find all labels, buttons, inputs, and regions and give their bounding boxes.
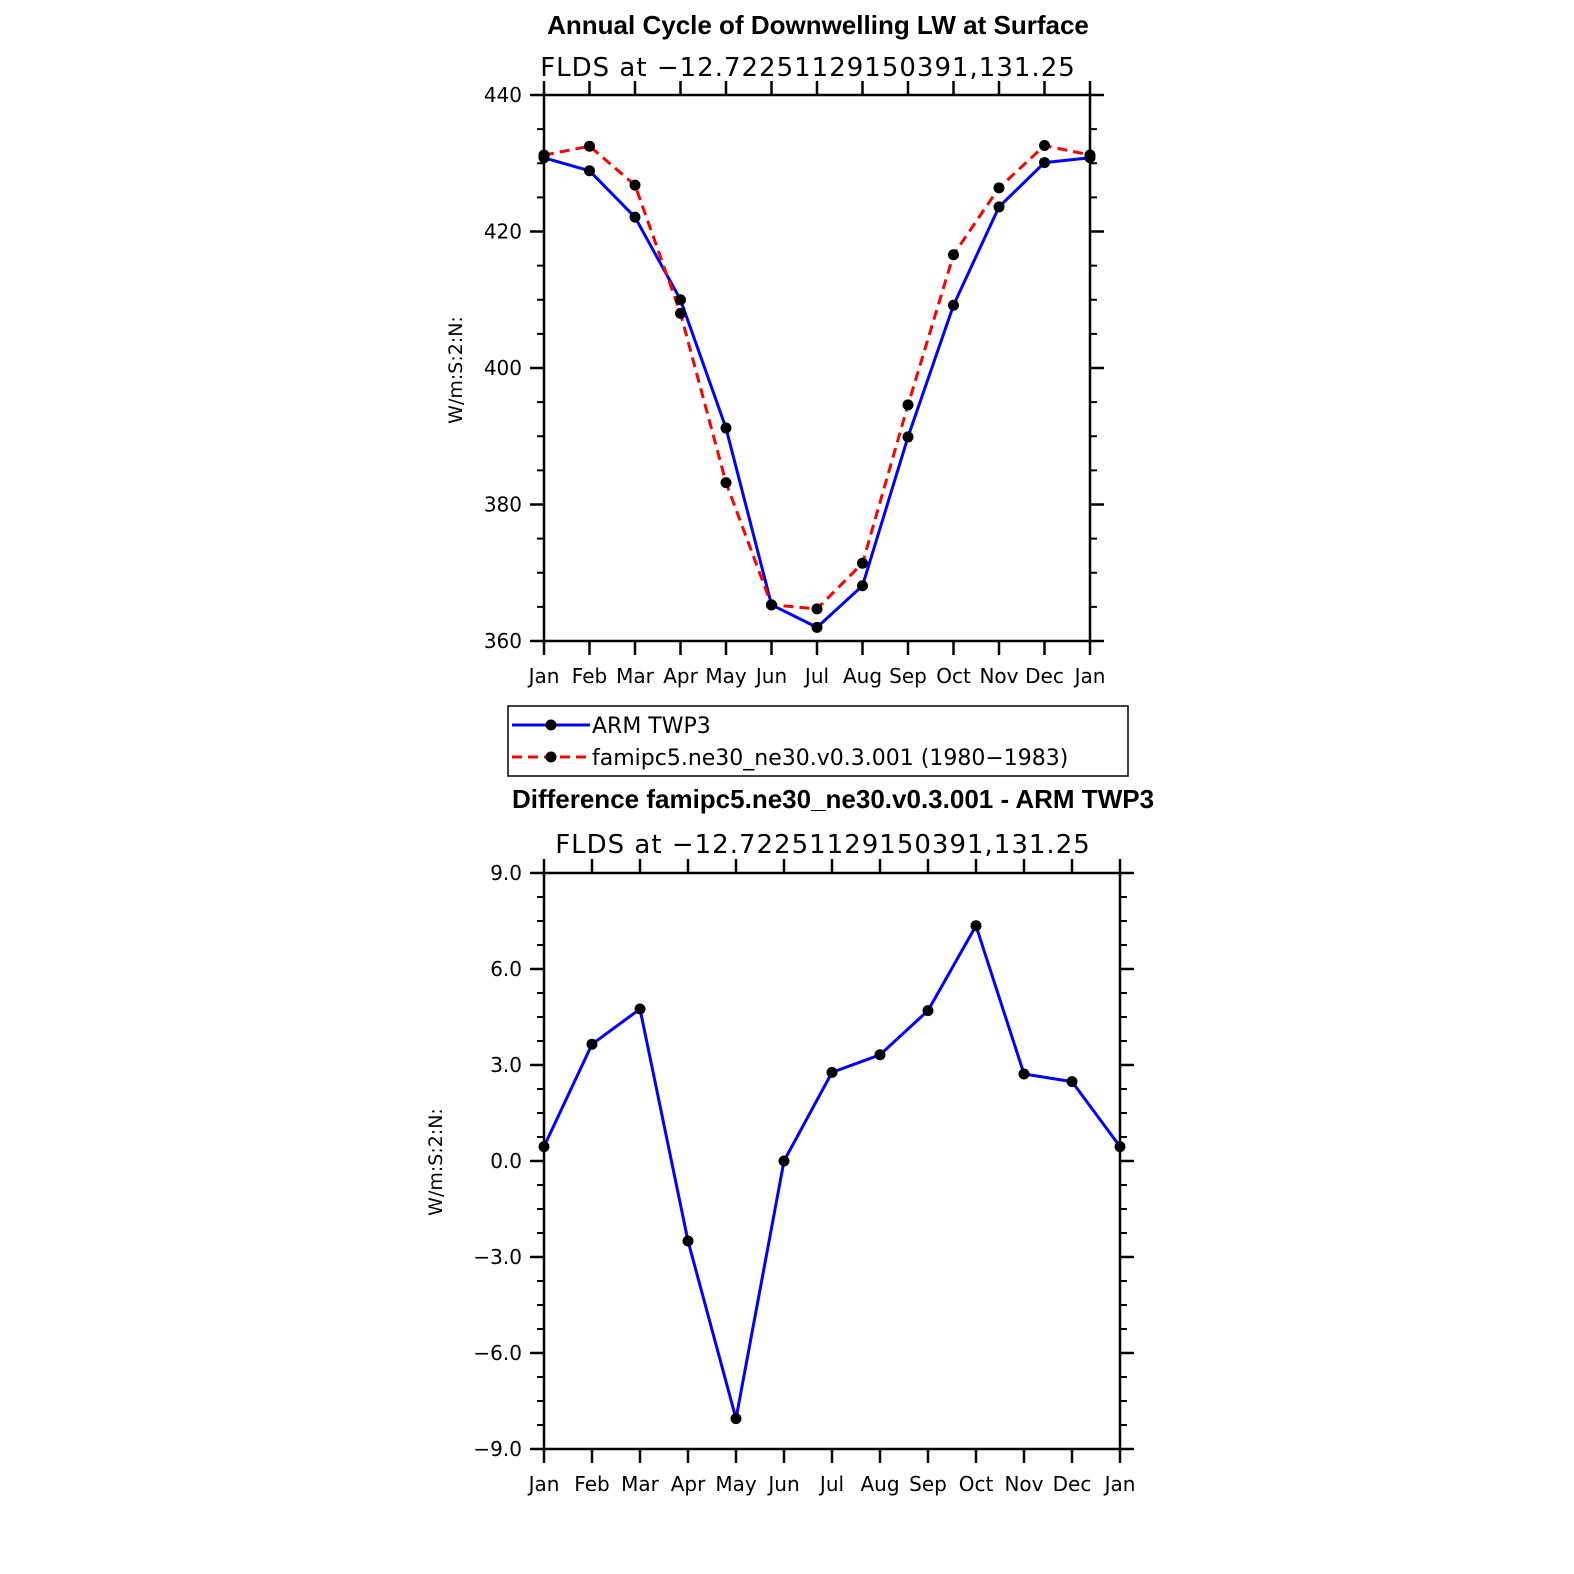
axes: Jan Feb Mar Apr May Jun Jul Aug Sep Oct Nov Dec Jan−… [473,859,1135,1496]
x-tick-label: Apr [663,664,698,688]
x-tick-label: Jan [527,1472,560,1496]
x-tick-label: Mar [616,664,655,688]
data-point [584,140,595,152]
data-point [538,1141,550,1153]
x-tick-label: Jan [1103,1472,1136,1496]
data-point [826,1066,838,1078]
data-point [1084,149,1096,161]
series-line-0 [542,924,1122,1421]
x-tick-label: Aug [860,1472,899,1496]
series-line-0 [543,156,1091,629]
y-tick-label: 360 [484,629,522,653]
data-point [675,307,686,319]
x-tick-label: Nov [979,664,1018,688]
x-tick-label: May [715,1472,757,1496]
y-tick-label: 3.0 [490,1053,522,1077]
y-tick-label: −6.0 [473,1341,522,1365]
x-tick-label: Dec [1053,1472,1092,1496]
x-tick-label: Apr [671,1472,706,1496]
x-tick-label: Oct [936,664,971,688]
data-point [811,603,823,615]
data-point [857,557,868,569]
legend-label-arm: ARM TWP3 [592,714,711,739]
data-point [730,1413,742,1425]
data-point [948,299,959,311]
x-tick-label: Nov [1004,1472,1043,1496]
plot-frame [542,871,1122,1451]
legend-label-model: famipc5.ne30_ne30.v0.3.001 (1980−1983) [592,746,1068,771]
x-tick-label: Feb [572,664,607,688]
data-point [948,249,959,261]
x-tick-label: Aug [843,664,882,688]
data-point [584,165,595,177]
y-tick-label: −3.0 [473,1245,522,1269]
plot-frame [542,93,1092,643]
data-point [1066,1076,1078,1088]
data-point [857,580,868,592]
legend: ARM TWP3 famipc5.ne30_ne30.v0.3.001 (198… [507,705,1129,777]
x-tick-label: Jan [1073,664,1106,688]
y-axis-label: W/m:S:2:N: [425,1108,447,1216]
series-line-1 [543,144,1091,611]
data-point [629,211,641,223]
data-point [1018,1068,1030,1080]
x-tick-label: Sep [909,1472,947,1496]
x-tick-label: May [705,664,747,688]
data-point [634,1003,646,1015]
chart-subtitle: FLDS at −12.72251129150391,131.25 [540,53,1076,83]
y-tick-label: 380 [484,493,522,517]
y-tick-label: 420 [484,220,522,244]
data-point [902,431,914,443]
x-tick-label: Dec [1025,664,1064,688]
x-tick-label: Sep [889,664,927,688]
data-point [970,920,982,932]
data-point [720,477,732,489]
data-point [1039,157,1050,169]
data-point [766,599,777,611]
x-tick-label: Jul [803,664,829,688]
legend-marker-arm [545,719,557,731]
data-point [720,422,732,434]
y-tick-label: 9.0 [490,861,522,885]
data-point [902,399,914,411]
data-point [538,149,550,161]
difference-chart: Difference famipc5.ne30_ne30.v0.3.001 - … [425,784,1154,1496]
y-tick-label: 440 [484,83,522,107]
data-point [922,1005,934,1017]
x-tick-label: Jun [754,664,787,688]
data-point [993,182,1005,194]
y-tick-label: 400 [484,356,522,380]
x-tick-label: Jan [527,664,560,688]
chart-title: Annual Cycle of Downwelling LW at Surfac… [547,10,1089,40]
x-tick-label: Jul [818,1472,844,1496]
data-point [586,1038,598,1050]
y-tick-label: −9.0 [473,1437,522,1461]
data-point [1114,1141,1126,1153]
x-tick-label: Mar [621,1472,660,1496]
axes: Jan Feb Mar Apr May Jun Jul Aug Sep Oct Nov Dec Jan3… [484,81,1106,688]
data-point [778,1155,790,1167]
x-tick-label: Feb [574,1472,609,1496]
data-point [1039,140,1050,152]
data-point [874,1049,886,1061]
y-axis-label: W/m:S:2:N: [445,316,467,424]
data-point [629,179,641,191]
series-group [538,140,1096,633]
annual-cycle-chart: Annual Cycle of Downwelling LW at Surfac… [445,10,1105,688]
series-group [538,920,1126,1425]
y-tick-label: 0.0 [490,1149,522,1173]
legend-box [507,705,1129,777]
legend-marker-model [545,751,557,763]
y-tick-label: 6.0 [490,957,522,981]
chart-title: Difference famipc5.ne30_ne30.v0.3.001 - … [512,784,1154,814]
data-point [682,1235,694,1247]
x-tick-label: Jun [766,1472,799,1496]
x-tick-label: Oct [959,1472,994,1496]
data-point [675,294,686,306]
data-point [811,621,823,633]
chart-subtitle: FLDS at −12.72251129150391,131.25 [555,830,1091,860]
data-point [993,201,1005,213]
